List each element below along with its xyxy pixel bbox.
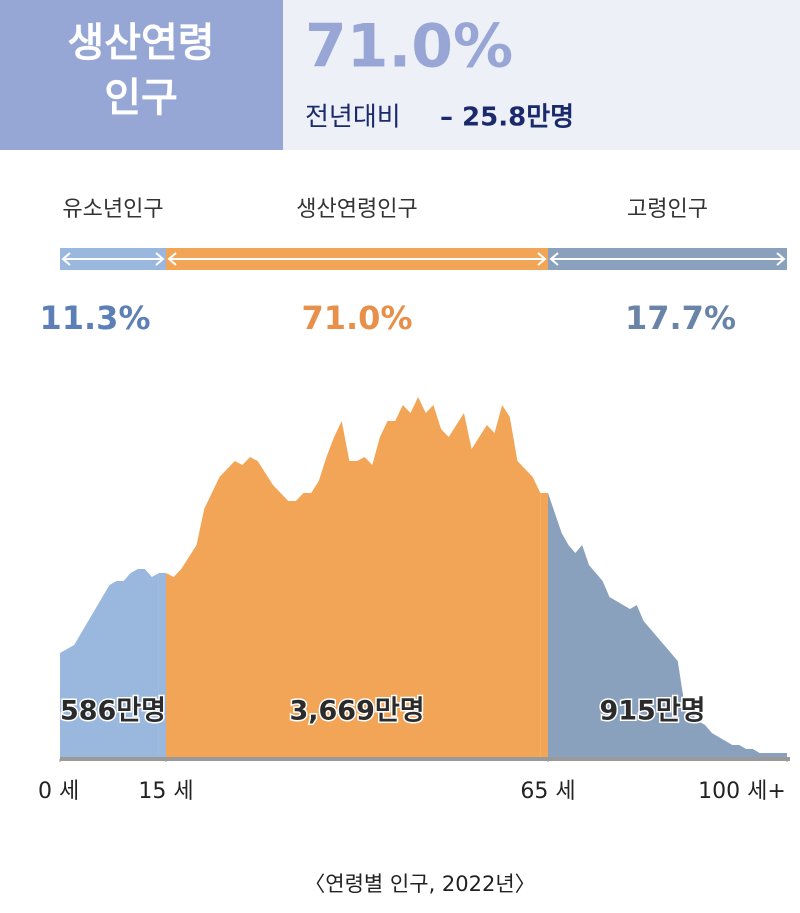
x-tick-label: 100 세+	[698, 779, 786, 804]
area	[60, 569, 159, 757]
group-label: 생산연령인구	[296, 197, 417, 222]
arrow-head	[167, 252, 547, 266]
x-tick-label: 15 세	[138, 779, 193, 804]
header-value: 71.0%	[305, 12, 513, 82]
header-change-label: 전년대비	[305, 103, 401, 133]
group-share: 17.7%	[625, 299, 736, 337]
x-tick-label: 65 세	[520, 779, 575, 804]
header-change: – 25.8만명	[440, 103, 574, 133]
area-seam	[540, 493, 548, 757]
group-total: 915만명	[599, 696, 705, 727]
group-total: 3,669만명	[289, 696, 424, 727]
group-total: 586만명	[60, 696, 166, 727]
header-box	[0, 0, 283, 150]
header-title: 인구	[104, 75, 178, 121]
group-label: 유소년인구	[62, 197, 163, 222]
arrow-head	[61, 252, 165, 266]
x-tick-label: 0 세	[38, 779, 79, 804]
caption: 〈연령별 인구, 2022년〉	[304, 872, 535, 896]
area	[166, 397, 541, 757]
group-share: 71.0%	[301, 299, 412, 337]
header-panel	[283, 0, 800, 150]
group-label: 고령인구	[627, 197, 708, 222]
area-seam	[158, 573, 166, 757]
group-share: 11.3%	[39, 299, 150, 337]
area	[548, 493, 787, 757]
header-title: 생산연령	[67, 20, 214, 66]
arrow-head	[549, 252, 786, 266]
